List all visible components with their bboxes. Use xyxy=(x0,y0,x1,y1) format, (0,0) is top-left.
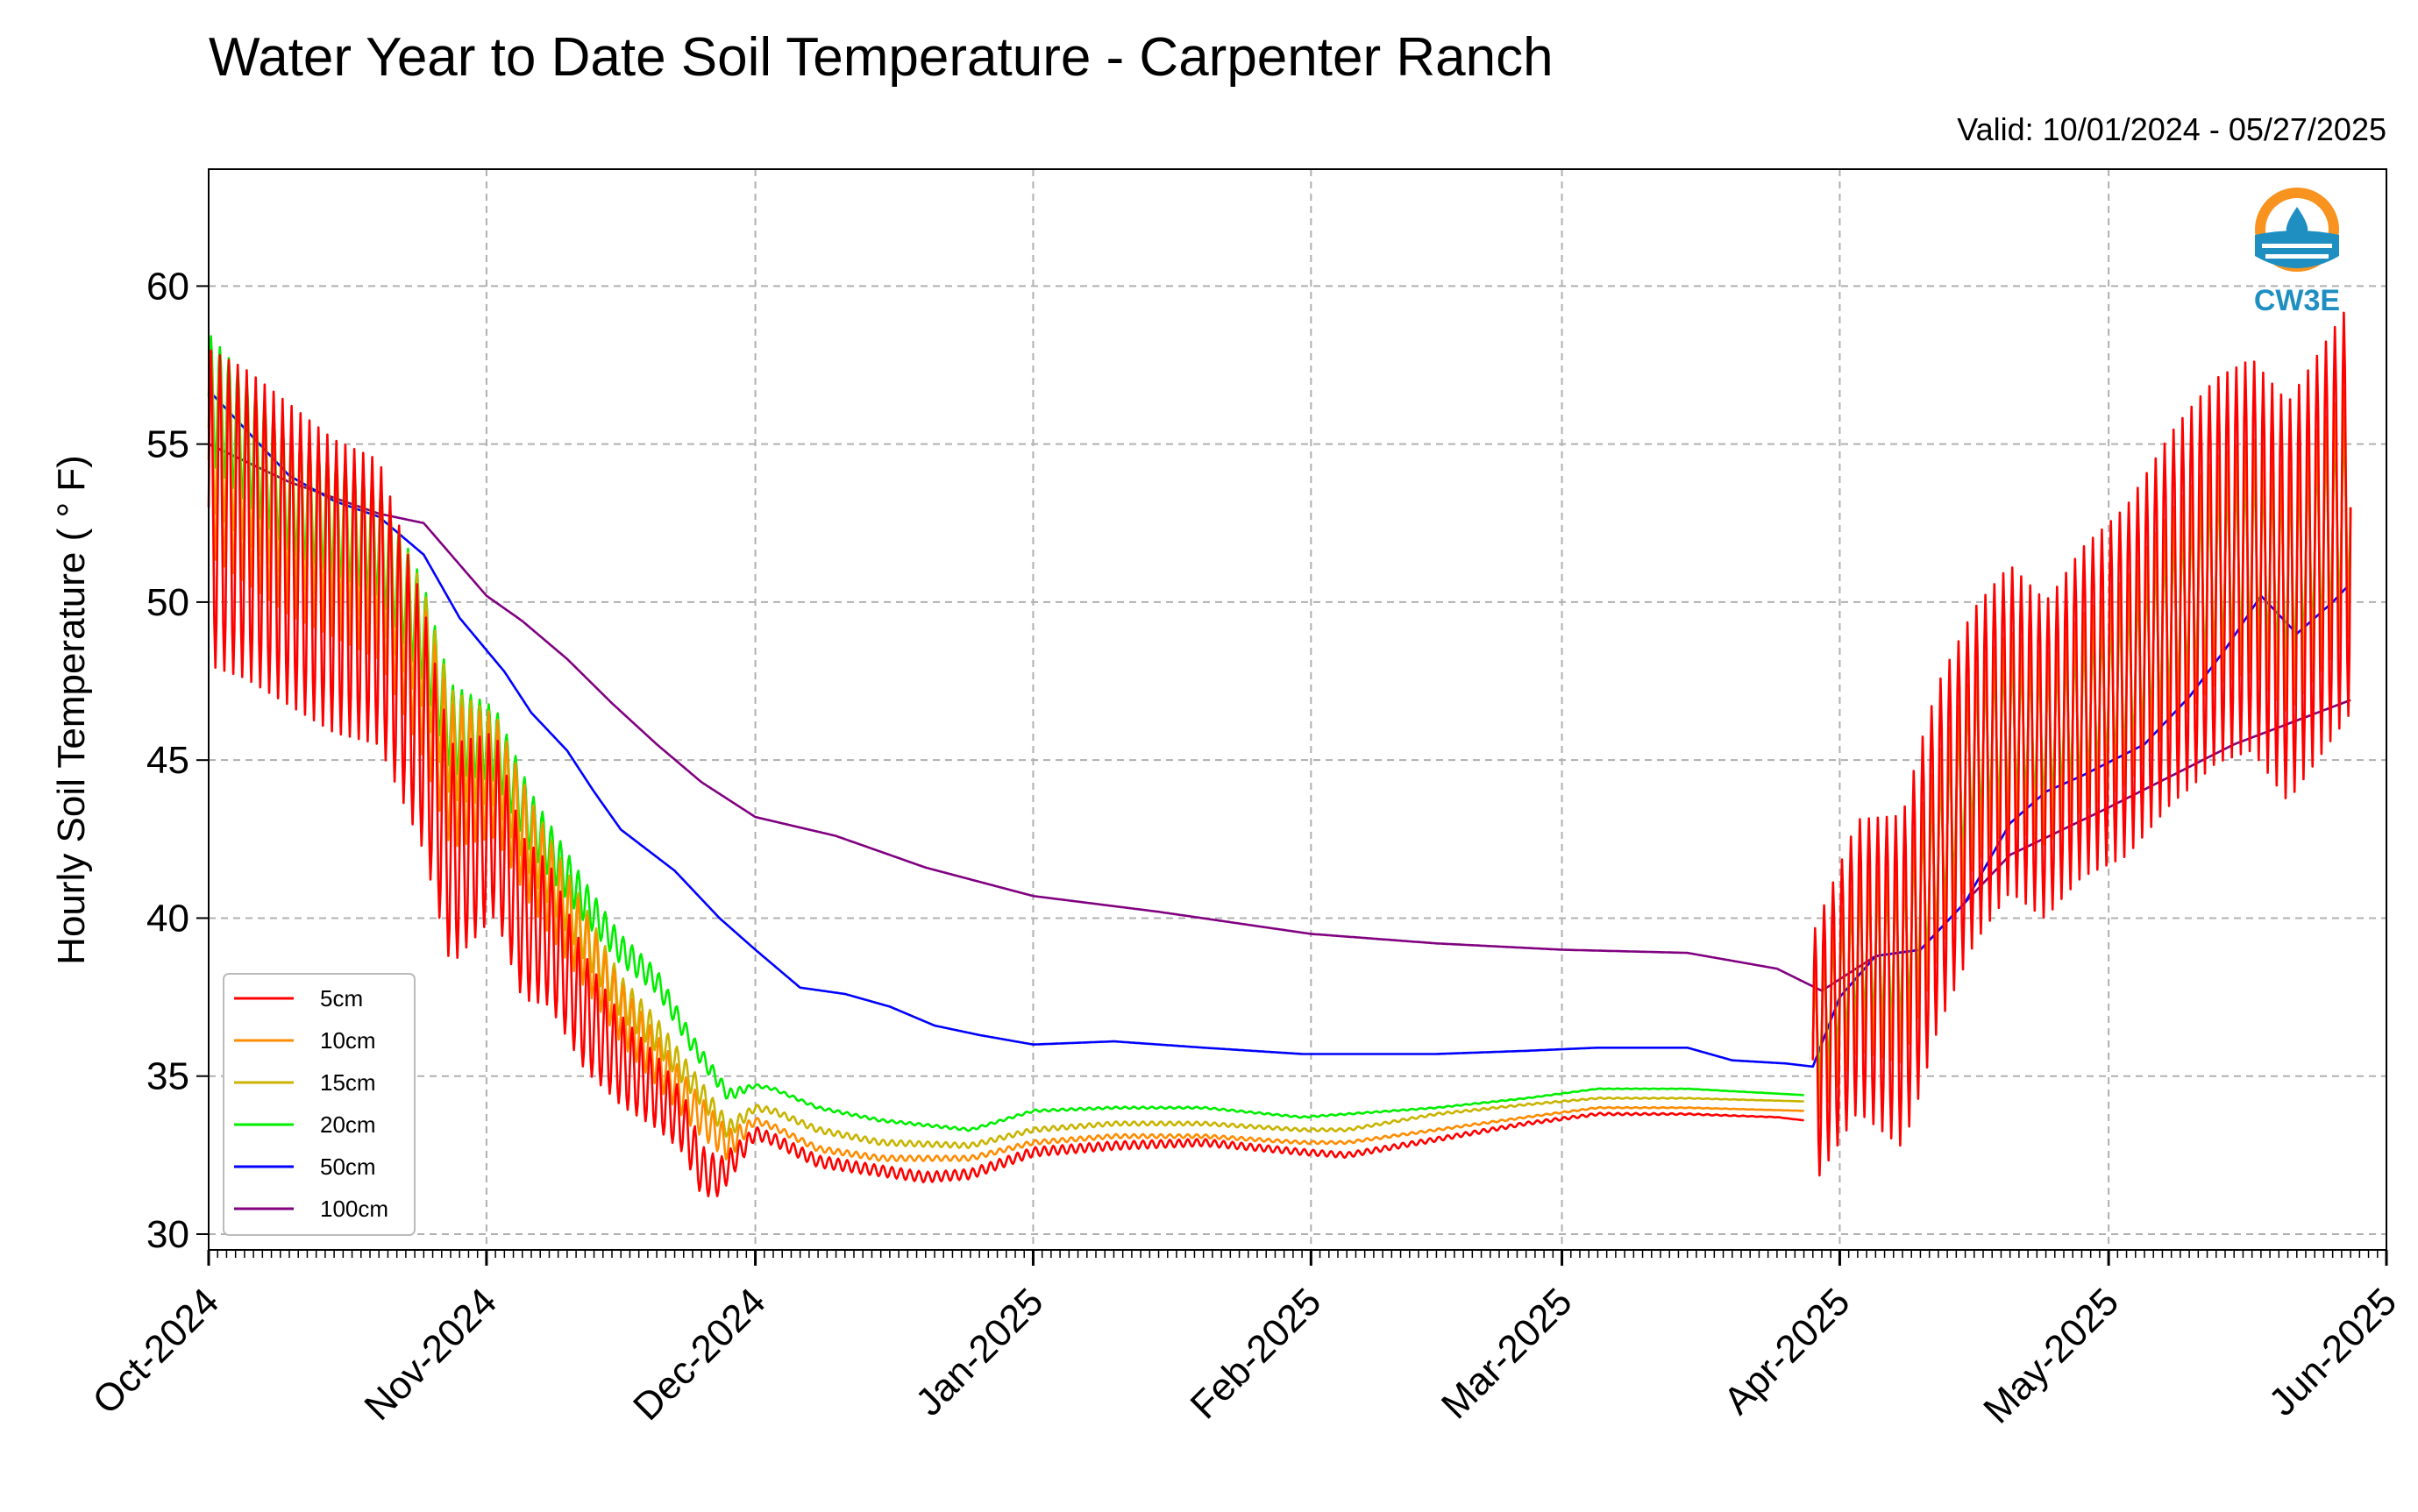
logo-water-drop-icon xyxy=(2286,207,2308,242)
logo-wave-icon xyxy=(2255,231,2339,268)
series-line-50cm xyxy=(208,389,2352,1068)
legend-item-5cm: 5cm xyxy=(234,985,363,1012)
legend-item-15cm: 15cm xyxy=(234,1069,376,1096)
legend-label: 10cm xyxy=(320,1027,376,1054)
y-tick-label: 45 xyxy=(146,739,189,782)
cw3e-logo: CW3E xyxy=(2254,188,2340,317)
series-line-5cm-spring-segment xyxy=(1811,311,2352,1177)
valid-date-range: Valid: 10/01/2024 - 05/27/2025 xyxy=(1957,111,2386,147)
legend-item-10cm: 10cm xyxy=(234,1027,376,1054)
legend-label: 50cm xyxy=(320,1154,376,1180)
plot-frame xyxy=(208,168,2387,1251)
y-tick-label: 60 xyxy=(146,265,189,308)
y-tick-label: 50 xyxy=(146,581,189,624)
legend-label: 15cm xyxy=(320,1069,376,1096)
series-line-10cm xyxy=(207,366,1804,1162)
y-tick-label: 30 xyxy=(146,1213,189,1256)
legend-label: 5cm xyxy=(320,985,363,1012)
y-tick-label: 35 xyxy=(146,1055,189,1098)
legend-item-50cm: 50cm xyxy=(234,1154,376,1180)
chart-title: Water Year to Date Soil Temperature - Ca… xyxy=(209,27,1554,88)
series-lines xyxy=(207,311,2352,1197)
series-line-5cm xyxy=(207,349,1804,1197)
y-tick-label: 55 xyxy=(146,423,189,466)
legend-item-100cm: 100cm xyxy=(234,1196,388,1222)
legend-label: 20cm xyxy=(320,1111,376,1138)
y-tick-label: 40 xyxy=(146,897,189,940)
legend: 5cm 10cm 15cm 20cm 50cm 100cm xyxy=(223,973,416,1236)
legend-label: 100cm xyxy=(320,1196,388,1222)
logo-text: CW3E xyxy=(2254,284,2340,317)
series-line-100cm xyxy=(208,443,2351,992)
y-axis-label: Hourly Soil Temperature ( ° F) xyxy=(50,455,93,965)
legend-item-20cm: 20cm xyxy=(234,1111,376,1138)
